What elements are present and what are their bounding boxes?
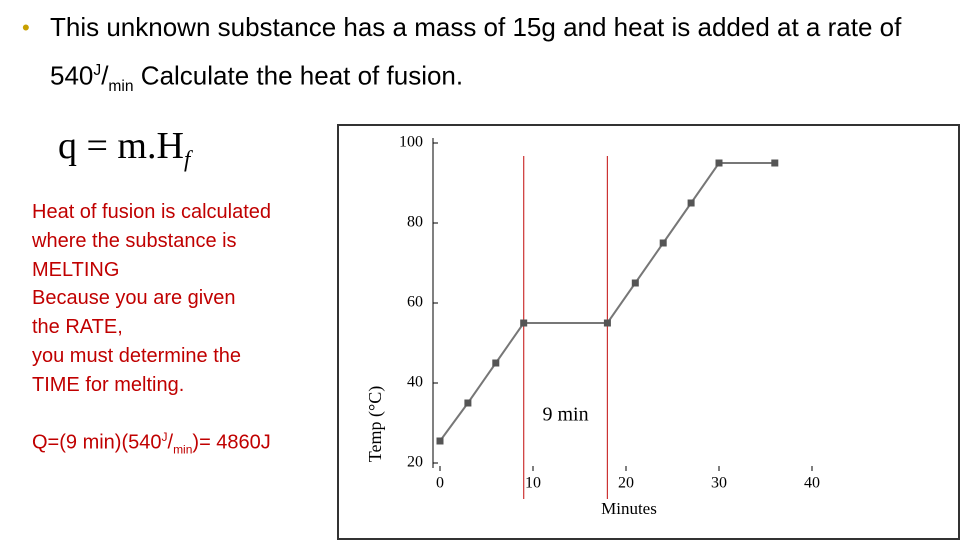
answer: Q=(9 min)(540J/min)= 4860J [32, 430, 271, 457]
title-text: Calculate the heat of fusion. [133, 60, 464, 91]
title-slash: / [101, 60, 109, 91]
title-sup: J [93, 62, 102, 79]
answer-sub: min [173, 442, 193, 457]
x-tick-label: 10 [525, 475, 541, 492]
data-point [659, 239, 667, 247]
y-tick-label: 20 [407, 454, 423, 471]
x-tick-label: 0 [436, 475, 444, 492]
data-point [631, 279, 639, 287]
explanation-line: MELTING [32, 258, 120, 281]
explanation-line: you must determine the [32, 344, 241, 367]
explanation-line: TIME for melting. [32, 373, 185, 396]
data-point [771, 159, 779, 167]
formula-sub: f [183, 146, 191, 172]
data-line [439, 162, 775, 442]
formula: q = m.Hf [58, 124, 190, 173]
x-tick-label: 40 [804, 475, 820, 492]
answer-sup: J [161, 430, 168, 444]
data-point [492, 359, 500, 367]
x-axis-label: Minutes [601, 499, 657, 518]
answer-slash: / [167, 431, 174, 454]
data-point [520, 319, 528, 327]
data-point [603, 319, 611, 327]
explanation-line: the RATE, [32, 316, 123, 339]
chart-frame [337, 124, 960, 540]
data-point [436, 437, 444, 445]
data-point [715, 159, 723, 167]
formula-main: q = m.H [58, 125, 184, 167]
data-point [687, 199, 695, 207]
y-tick-label: 40 [407, 374, 423, 391]
title-text: This unknown substance has a mass of 15g… [50, 12, 902, 91]
y-axis-label: Temp (°C) [365, 386, 386, 462]
title-sub: min [108, 77, 134, 95]
data-point [464, 399, 472, 407]
x-tick-label: 30 [711, 475, 727, 492]
y-tick-label: 60 [407, 294, 423, 311]
y-tick-label: 100 [399, 134, 423, 151]
x-tick-label: 20 [618, 475, 634, 492]
chart: Temp (°C) Minutes 20 40 60 80 100 0 10 20 30 40 9 … [337, 124, 960, 540]
annotation: 9 min [542, 404, 588, 426]
explanation: Heat of fusion is calculated where the su… [32, 198, 271, 400]
explanation-line: where the substance is [32, 229, 237, 252]
answer-text: )= 4860J [192, 431, 271, 454]
answer-text: Q=(9 min)(540 [32, 431, 162, 454]
slide-title: This unknown substance has a mass of 15g… [50, 6, 930, 108]
explanation-line: Because you are given [32, 287, 236, 310]
y-tick-label: 80 [407, 214, 423, 231]
explanation-line: Heat of fusion is calculated [32, 201, 272, 223]
bullet: • [22, 15, 30, 40]
